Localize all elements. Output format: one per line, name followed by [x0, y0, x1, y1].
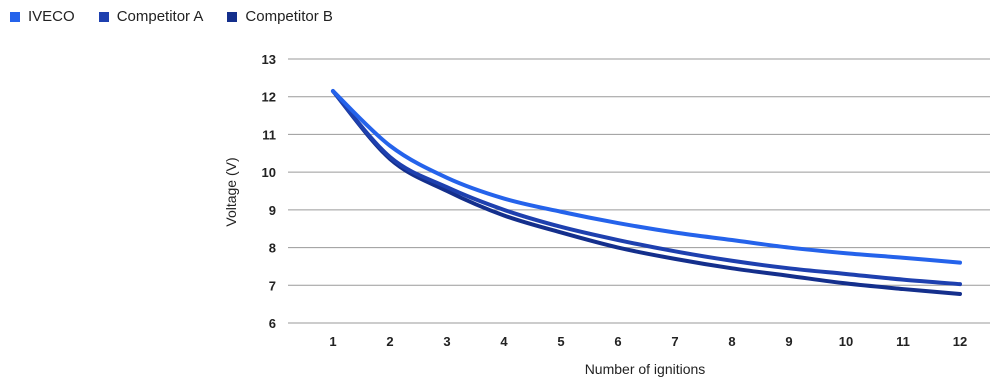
x-tick-label: 3	[443, 334, 450, 349]
legend-swatch	[227, 11, 238, 22]
y-axis-label: Voltage (V)	[223, 157, 239, 226]
gridlines	[288, 58, 990, 324]
x-axis-label: Number of ignitions	[585, 361, 706, 377]
y-tick-label: 9	[269, 203, 276, 218]
x-tick-label: 6	[614, 334, 621, 349]
series-line-competitor-a	[331, 89, 962, 287]
y-tick-label: 6	[269, 316, 276, 331]
x-tick-label: 9	[785, 334, 792, 349]
y-tick-label: 13	[262, 52, 276, 67]
series-lines	[331, 89, 962, 296]
y-axis-ticks: 6 7 8 9 10 11 12 13	[262, 52, 276, 331]
legend-item: Competitor A	[98, 8, 204, 25]
x-tick-label: 5	[557, 334, 564, 349]
x-tick-label: 2	[386, 334, 393, 349]
legend-label: Competitor B	[245, 8, 333, 25]
y-tick-label: 7	[269, 278, 276, 293]
y-tick-label: 12	[262, 90, 276, 105]
series-line-competitor-b	[331, 89, 962, 296]
y-tick-label: 10	[262, 165, 276, 180]
x-tick-label: 10	[839, 334, 853, 349]
series-line-iveco	[331, 89, 962, 265]
legend-swatch	[10, 11, 20, 22]
x-tick-label: 12	[953, 334, 967, 349]
x-tick-label: 8	[728, 334, 735, 349]
legend-item: IVECO	[10, 8, 75, 25]
x-axis-ticks: 1 2 3 4 5 6 7 8 9 10 11 12	[329, 334, 967, 349]
x-tick-label: 11	[896, 334, 910, 349]
legend-label: Competitor A	[116, 8, 204, 25]
chart-legend: IVECO Competitor A Competitor B	[10, 8, 333, 25]
legend-swatch	[98, 11, 109, 22]
x-tick-label: 7	[671, 334, 678, 349]
legend-label: IVECO	[28, 8, 75, 25]
y-tick-label: 8	[269, 241, 276, 256]
legend-item: Competitor B	[227, 8, 333, 25]
x-tick-label: 1	[329, 334, 336, 349]
y-tick-label: 11	[262, 127, 276, 142]
x-tick-label: 4	[500, 334, 508, 349]
